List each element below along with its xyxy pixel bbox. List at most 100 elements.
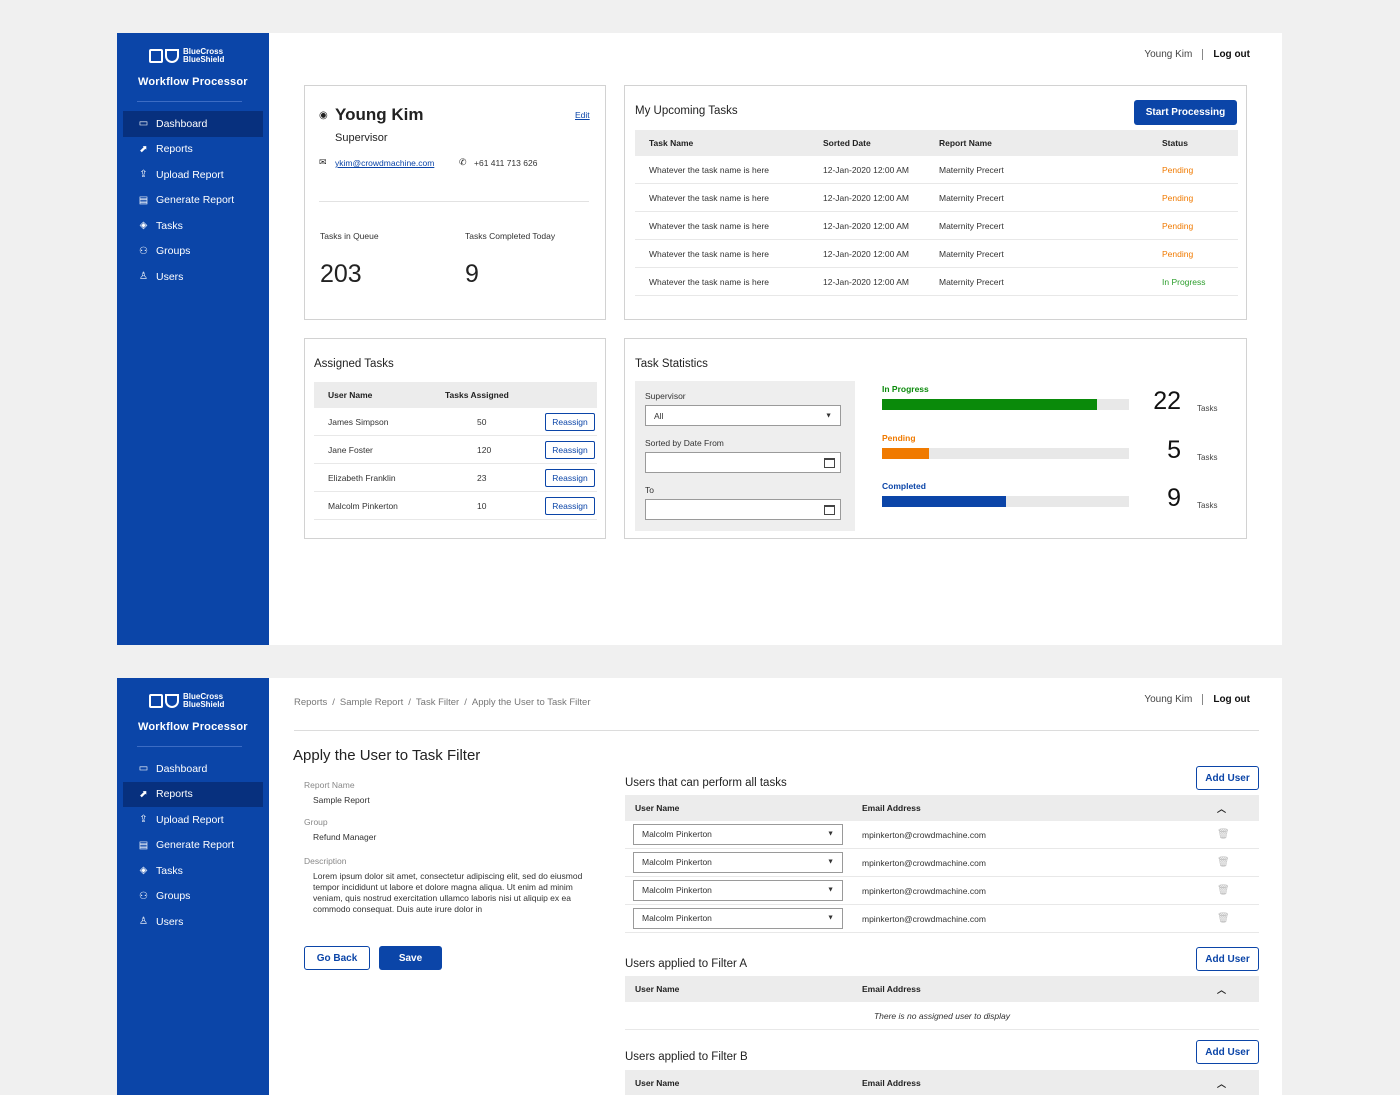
reassign-button[interactable]: Reassign (545, 412, 595, 431)
description-label: Description (304, 856, 347, 866)
col-email: Email Address (862, 1078, 921, 1088)
document-icon: ▤ (138, 194, 149, 206)
upload-icon: ⇪ (139, 169, 148, 181)
supervisor-select[interactable]: All ▼ (645, 405, 841, 426)
user-select[interactable]: Malcolm Pinkerton ▼ (633, 823, 843, 845)
calendar-icon[interactable] (824, 504, 835, 515)
date-from-label: Sorted by Date From (645, 438, 724, 448)
breadcrumb-item[interactable]: Task Filter (415, 697, 460, 708)
email-cell: mpinkerton@crowdmachine.com (862, 857, 986, 868)
report-name-cell: Maternity Precert (939, 220, 1004, 231)
all-tasks-title: Users that can perform all tasks (625, 777, 787, 789)
phone-icon: ✆ (459, 157, 467, 167)
user-select[interactable]: Malcolm Pinkerton ▼ (633, 851, 843, 873)
sidebar-item-reports[interactable]: ⬈ Reports (123, 137, 263, 163)
upcoming-table-header: Task Name Sorted Date Report Name Status (635, 130, 1238, 156)
table-row: Elizabeth Franklin 23 Reassign (314, 464, 597, 492)
caret-down-icon: ▼ (825, 412, 832, 419)
report-name-cell: Maternity Precert (939, 164, 1004, 175)
logout-link[interactable]: Log out (1213, 49, 1250, 60)
trash-icon[interactable]: 🗑 (1217, 913, 1230, 924)
monitor-icon: ▭ (138, 118, 149, 130)
status-badge: Pending (1162, 248, 1194, 259)
reassign-button[interactable]: Reassign (545, 440, 595, 459)
col-email: Email Address (862, 984, 921, 994)
user-select-value: Malcolm Pinkerton (642, 857, 712, 867)
reassign-button[interactable]: Reassign (545, 496, 595, 515)
progress-bar-track (882, 399, 1129, 410)
upcoming-title: My Upcoming Tasks (635, 105, 738, 117)
trash-icon[interactable]: 🗑 (1217, 885, 1230, 896)
app-title: Workflow Processor (138, 721, 248, 733)
table-row[interactable]: Whatever the task name is here 12-Jan-202… (635, 240, 1238, 268)
add-user-button[interactable]: Add User (1196, 1040, 1259, 1064)
table-row[interactable]: Whatever the task name is here 12-Jan-202… (635, 212, 1238, 240)
table-row[interactable]: Whatever the task name is here 12-Jan-202… (635, 156, 1238, 184)
sidebar-item-label: Users (156, 270, 184, 283)
sidebar-item-groups[interactable]: ⚇ Groups (123, 884, 263, 910)
date-to-input[interactable] (645, 499, 841, 520)
sidebar: BlueCross BlueShield Workflow Processor ▭… (117, 33, 269, 645)
sidebar-item-reports[interactable]: ⬈ Reports (123, 781, 263, 807)
collapse-chevron-icon[interactable]: ︿ (1217, 1078, 1227, 1089)
sidebar-item-tasks[interactable]: ◈ Tasks (123, 858, 263, 884)
sidebar-item-users[interactable]: ♙ Users (123, 909, 263, 935)
sidebar-item-generate-report[interactable]: ▤ Generate Report (123, 188, 263, 214)
sidebar-item-tasks[interactable]: ◈ Tasks (123, 213, 263, 239)
sidebar-item-label: Groups (156, 245, 191, 258)
statistics-filter-panel: Supervisor All ▼ Sorted by Date From To (635, 381, 855, 531)
add-user-button[interactable]: Add User (1196, 766, 1259, 790)
start-processing-button[interactable]: Start Processing (1134, 100, 1237, 125)
assigned-tasks-card: Assigned Tasks User Name Tasks Assigned … (304, 338, 606, 539)
sidebar-item-dashboard[interactable]: ▭ Dashboard (123, 756, 263, 782)
report-name-value: Sample Report (313, 795, 370, 805)
user-select[interactable]: Malcolm Pinkerton ▼ (633, 879, 843, 901)
collapse-chevron-icon[interactable]: ︿ (1217, 803, 1227, 814)
logout-link[interactable]: Log out (1213, 694, 1250, 705)
col-report-name: Report Name (939, 138, 992, 148)
assigned-table: User Name Tasks Assigned James Simpson 50… (314, 382, 597, 520)
profile-email[interactable]: ykim@crowdmachine.com (335, 158, 435, 168)
status-badge: Pending (1162, 164, 1194, 175)
sidebar-item-groups[interactable]: ⚇ Groups (123, 239, 263, 265)
trash-icon[interactable]: 🗑 (1217, 857, 1230, 868)
logo: BlueCross BlueShield (149, 48, 224, 64)
sidebar-item-dashboard[interactable]: ▭ Dashboard (123, 111, 263, 137)
edit-link[interactable]: Edit (575, 110, 590, 120)
assigned-title: Assigned Tasks (314, 358, 394, 370)
upcoming-table: Task Name Sorted Date Report Name Status… (635, 130, 1238, 296)
table-row: Jane Foster 120 Reassign (314, 436, 597, 464)
breadcrumb-item[interactable]: Sample Report (339, 697, 404, 708)
add-user-button[interactable]: Add User (1196, 947, 1259, 971)
sidebar-item-generate-report[interactable]: ▤ Generate Report (123, 833, 263, 859)
report-name-cell: Maternity Precert (939, 276, 1004, 287)
sidebar-item-label: Groups (156, 890, 191, 903)
report-name-cell: Maternity Precert (939, 192, 1004, 203)
collapse-chevron-icon[interactable]: ︿ (1217, 984, 1227, 995)
sidebar-item-upload-report[interactable]: ⇪ Upload Report (123, 162, 263, 188)
header-user-name: Young Kim (1144, 694, 1204, 705)
task-statistics-card: Task Statistics Supervisor All ▼ Sorted … (624, 338, 1247, 539)
table-row[interactable]: Whatever the task name is here 12-Jan-202… (635, 268, 1238, 296)
apply-filter-screen: BlueCross BlueShield Workflow Processor ▭… (117, 678, 1282, 1095)
report-name-label: Report Name (304, 780, 355, 790)
trash-icon[interactable]: 🗑 (1217, 829, 1230, 840)
calendar-icon[interactable] (824, 457, 835, 468)
status-badge: In Progress (1162, 276, 1206, 287)
user-select[interactable]: Malcolm Pinkerton ▼ (633, 907, 843, 929)
date-from-input[interactable] (645, 452, 841, 473)
user-select-value: Malcolm Pinkerton (642, 885, 712, 895)
breadcrumb-item[interactable]: Reports (294, 697, 328, 708)
sidebar-item-users[interactable]: ♙ Users (123, 264, 263, 290)
sidebar-item-label: Reports (156, 788, 193, 801)
reassign-button[interactable]: Reassign (545, 468, 595, 487)
sidebar-item-label: Dashboard (156, 117, 208, 130)
table-row[interactable]: Whatever the task name is here 12-Jan-202… (635, 184, 1238, 212)
sidebar-item-upload-report[interactable]: ⇪ Upload Report (123, 807, 263, 833)
save-button[interactable]: Save (379, 946, 442, 970)
brand-line2: BlueShield (183, 700, 225, 709)
col-user-name: User Name (635, 984, 680, 994)
go-back-button[interactable]: Go Back (304, 946, 370, 970)
supervisor-select-value: All (654, 410, 664, 421)
profile-card: ◉ Young Kim Edit Supervisor ✉ ykim@crowd… (304, 85, 606, 320)
